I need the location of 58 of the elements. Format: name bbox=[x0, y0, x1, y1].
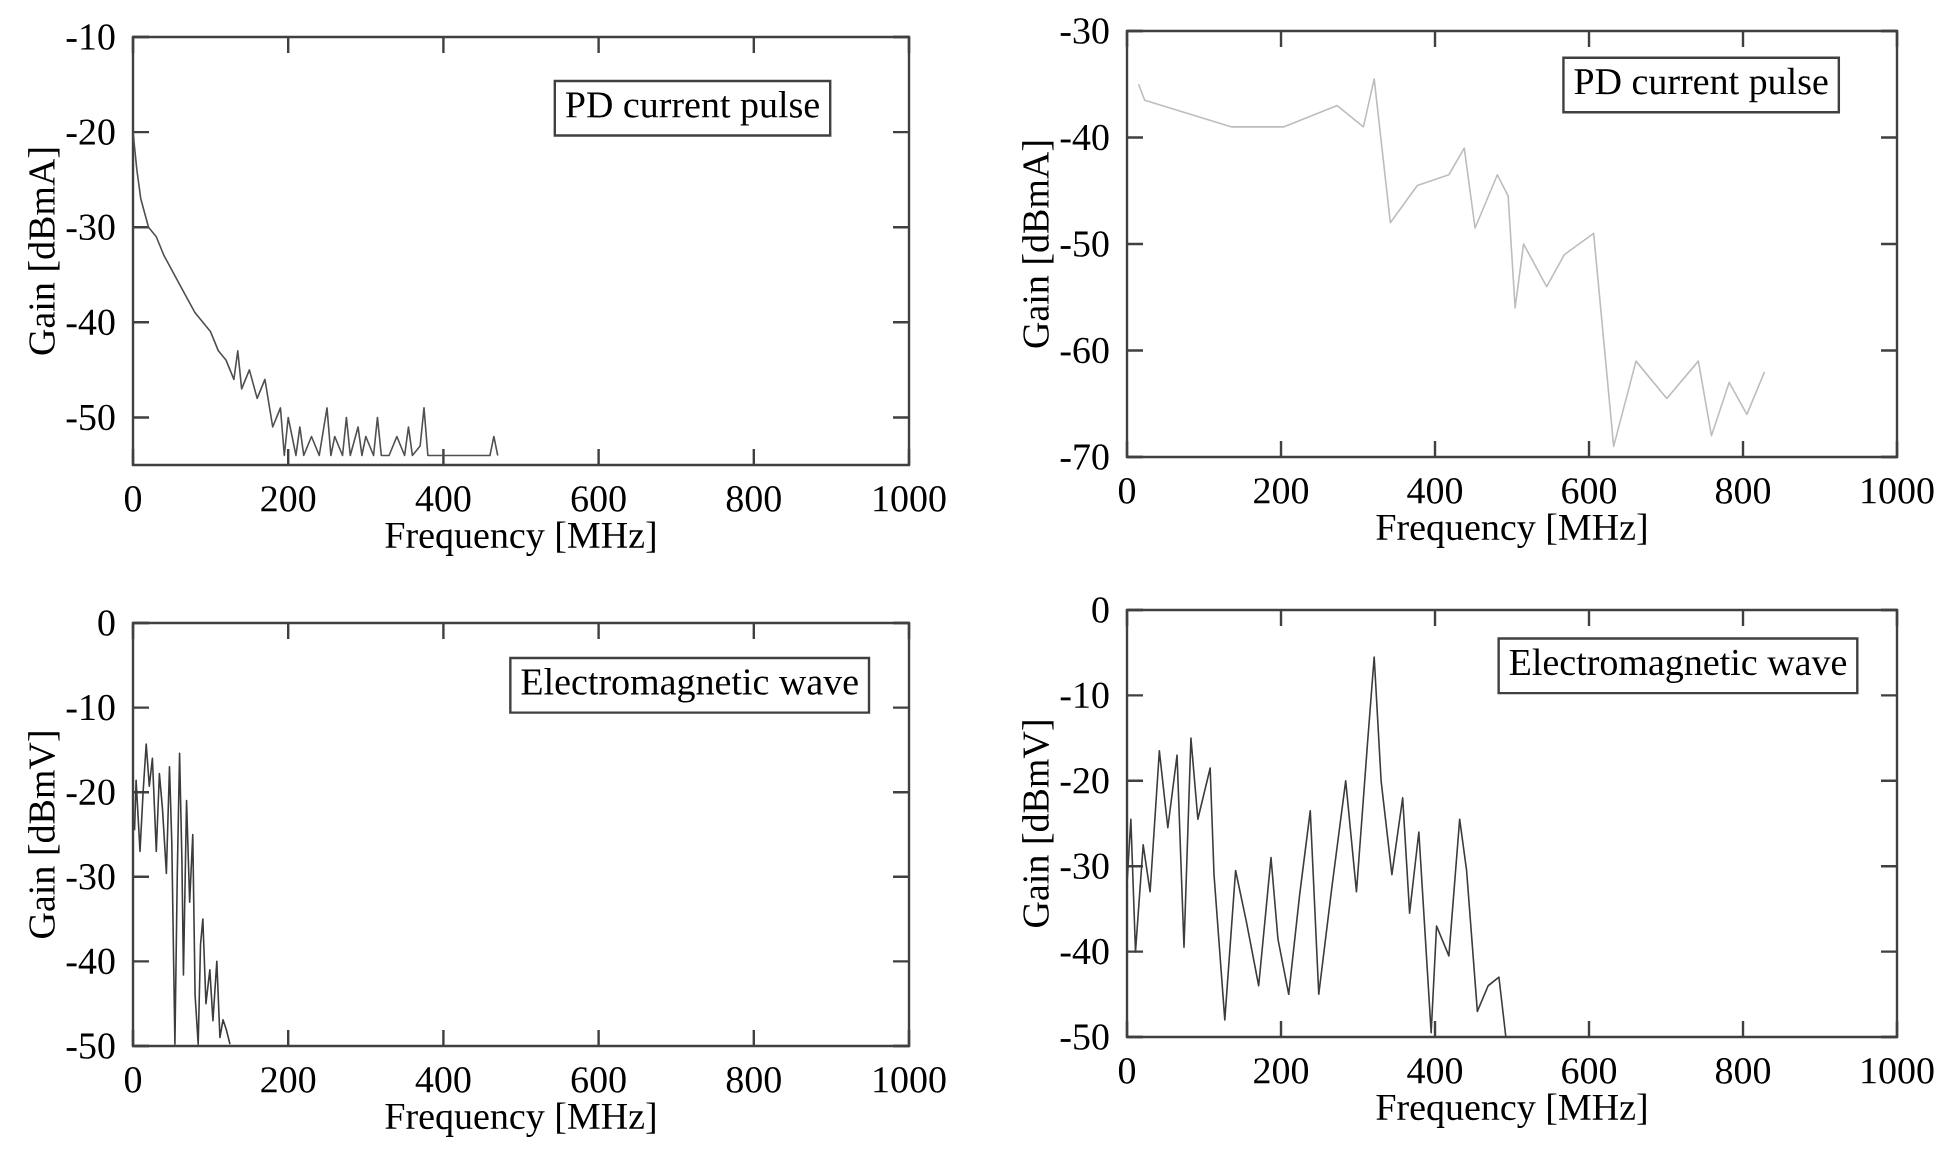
y-axis-title: Gain [dBmA] bbox=[1022, 141, 1054, 348]
y-tick-label: -50 bbox=[1060, 1024, 1109, 1050]
y-tick-label: -30 bbox=[66, 214, 115, 241]
y-tick-label: -30 bbox=[1060, 853, 1109, 880]
x-axis-title: Frequency [MHz] bbox=[1376, 513, 1646, 548]
x-tick-label: 600 bbox=[571, 1067, 626, 1093]
y-tick-label: 0 bbox=[1092, 597, 1109, 623]
x-tick-label: 0 bbox=[124, 486, 142, 512]
x-tick-label: 800 bbox=[726, 1067, 781, 1093]
y-tick-label: -10 bbox=[66, 694, 115, 721]
y-tick-label: 0 bbox=[98, 610, 115, 636]
y-tick-label: -50 bbox=[66, 1033, 115, 1059]
x-axis-title: Frequency [MHz] bbox=[385, 1102, 655, 1137]
x-tick-label: 1000 bbox=[874, 486, 946, 512]
y-tick-label: -40 bbox=[1060, 938, 1109, 965]
x-tick-label: 800 bbox=[726, 486, 781, 512]
y-tick-label: -30 bbox=[1060, 18, 1109, 44]
y-tick-label: -20 bbox=[1060, 767, 1109, 794]
y-axis-title: Gain [dBmV] bbox=[1022, 721, 1054, 927]
y-tick-label: -40 bbox=[66, 309, 115, 336]
x-tick-label: 1000 bbox=[1862, 1058, 1934, 1084]
annotation: PD current pulse bbox=[565, 91, 819, 126]
x-tick-label: 200 bbox=[261, 1067, 316, 1093]
y-tick-label: -40 bbox=[66, 948, 115, 975]
annotation: Electromagnetic wave bbox=[521, 668, 858, 703]
y-tick-label: -10 bbox=[66, 24, 115, 50]
x-axis-title: Frequency [MHz] bbox=[1376, 1093, 1646, 1128]
x-tick-label: 400 bbox=[415, 486, 471, 512]
x-tick-label: 400 bbox=[1407, 1058, 1463, 1084]
x-tick-label: 400 bbox=[1407, 478, 1463, 504]
y-tick-label: -20 bbox=[66, 119, 115, 145]
y-tick-label: -30 bbox=[66, 863, 115, 890]
x-tick-label: 200 bbox=[261, 486, 316, 512]
y-tick-label: -20 bbox=[66, 779, 115, 806]
x-tick-label: 600 bbox=[1562, 478, 1617, 504]
x-tick-label: 0 bbox=[1118, 478, 1136, 504]
x-tick-label: 1000 bbox=[874, 1067, 946, 1093]
x-tick-label: 800 bbox=[1715, 1058, 1771, 1084]
y-tick-label: -70 bbox=[1060, 444, 1109, 470]
x-axis-title: Frequency [MHz] bbox=[385, 521, 655, 556]
y-tick-label: -40 bbox=[1060, 124, 1109, 151]
x-tick-label: 200 bbox=[1254, 478, 1309, 504]
annotation: PD current pulse bbox=[1574, 67, 1828, 103]
x-tick-label: 1000 bbox=[1862, 478, 1934, 504]
y-axis-title: Gain [dBmV] bbox=[28, 732, 60, 938]
y-tick-label: -50 bbox=[66, 404, 115, 431]
y-tick-label: -60 bbox=[1060, 337, 1109, 364]
x-tick-label: 800 bbox=[1715, 478, 1771, 504]
x-tick-label: 600 bbox=[1562, 1058, 1617, 1084]
x-tick-label: 0 bbox=[1118, 1058, 1136, 1084]
y-tick-label: -50 bbox=[1060, 231, 1109, 257]
x-tick-label: 200 bbox=[1254, 1058, 1309, 1084]
x-tick-label: 400 bbox=[415, 1067, 471, 1093]
annotation: Electromagnetic wave bbox=[1509, 648, 1847, 684]
y-tick-label: -10 bbox=[1060, 682, 1109, 709]
x-tick-label: 0 bbox=[124, 1067, 142, 1093]
y-axis-title: Gain [dBmA] bbox=[28, 148, 60, 355]
x-tick-label: 600 bbox=[571, 486, 626, 512]
